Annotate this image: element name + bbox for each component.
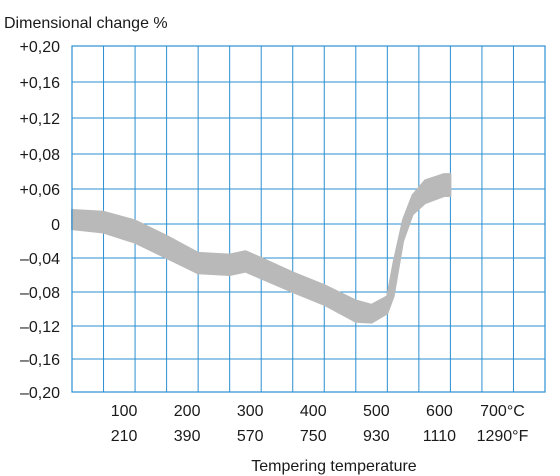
y-tick-label: +0,20 bbox=[20, 39, 61, 56]
y-tick-label: +0,06 bbox=[20, 182, 61, 199]
y-tick-label: –0,08 bbox=[20, 285, 60, 302]
x-tick-label-celsius: 300 bbox=[237, 403, 264, 420]
x-tick-label-fahrenheit: 1110 bbox=[423, 428, 456, 445]
dimensional-change-band bbox=[71, 173, 452, 324]
x-tick-label-fahrenheit: 570 bbox=[237, 428, 264, 445]
grid bbox=[72, 46, 545, 392]
x-tick-label-fahrenheit: 390 bbox=[174, 428, 201, 445]
y-tick-labels: +0,20 +0,16 +0,12 +0,08 +0,06 0 –0,04 –0,08 –0,1… bbox=[20, 39, 61, 402]
x-tick-label-celsius: 100 bbox=[111, 403, 138, 420]
y-tick-label: +0,08 bbox=[20, 147, 61, 164]
plot-border bbox=[71, 45, 546, 393]
y-tick-label: +0,12 bbox=[20, 111, 61, 128]
y-tick-label: –0,04 bbox=[20, 251, 60, 268]
y-tick-label: –0,12 bbox=[20, 319, 60, 336]
y-tick-label: –0,20 bbox=[20, 385, 60, 402]
x-tick-label-fahrenheit: 750 bbox=[300, 428, 327, 445]
x-tick-label-celsius: 200 bbox=[174, 403, 201, 420]
x-tick-label-celsius: 400 bbox=[300, 403, 327, 420]
x-tick-label-celsius: 600 bbox=[426, 403, 453, 420]
band-layer bbox=[71, 173, 452, 324]
x-tick-labels: 100 210 200 390 300 570 400 750 500 930 600 1110 700… bbox=[111, 403, 529, 445]
x-tick-label-celsius: 700°C bbox=[480, 403, 525, 420]
x-tick-label-fahrenheit: 210 bbox=[111, 428, 138, 445]
y-axis-label: Dimensional change % bbox=[4, 15, 168, 32]
x-tick-label-fahrenheit: 930 bbox=[363, 428, 390, 445]
x-tick-label-fahrenheit: 1290°F bbox=[477, 428, 529, 445]
x-tick-label-celsius: 500 bbox=[363, 403, 390, 420]
y-tick-label: –0,16 bbox=[20, 352, 60, 369]
y-tick-label: +0,16 bbox=[20, 75, 61, 92]
y-tick-label: 0 bbox=[51, 217, 60, 234]
x-axis-label: Tempering temperature bbox=[251, 458, 417, 475]
